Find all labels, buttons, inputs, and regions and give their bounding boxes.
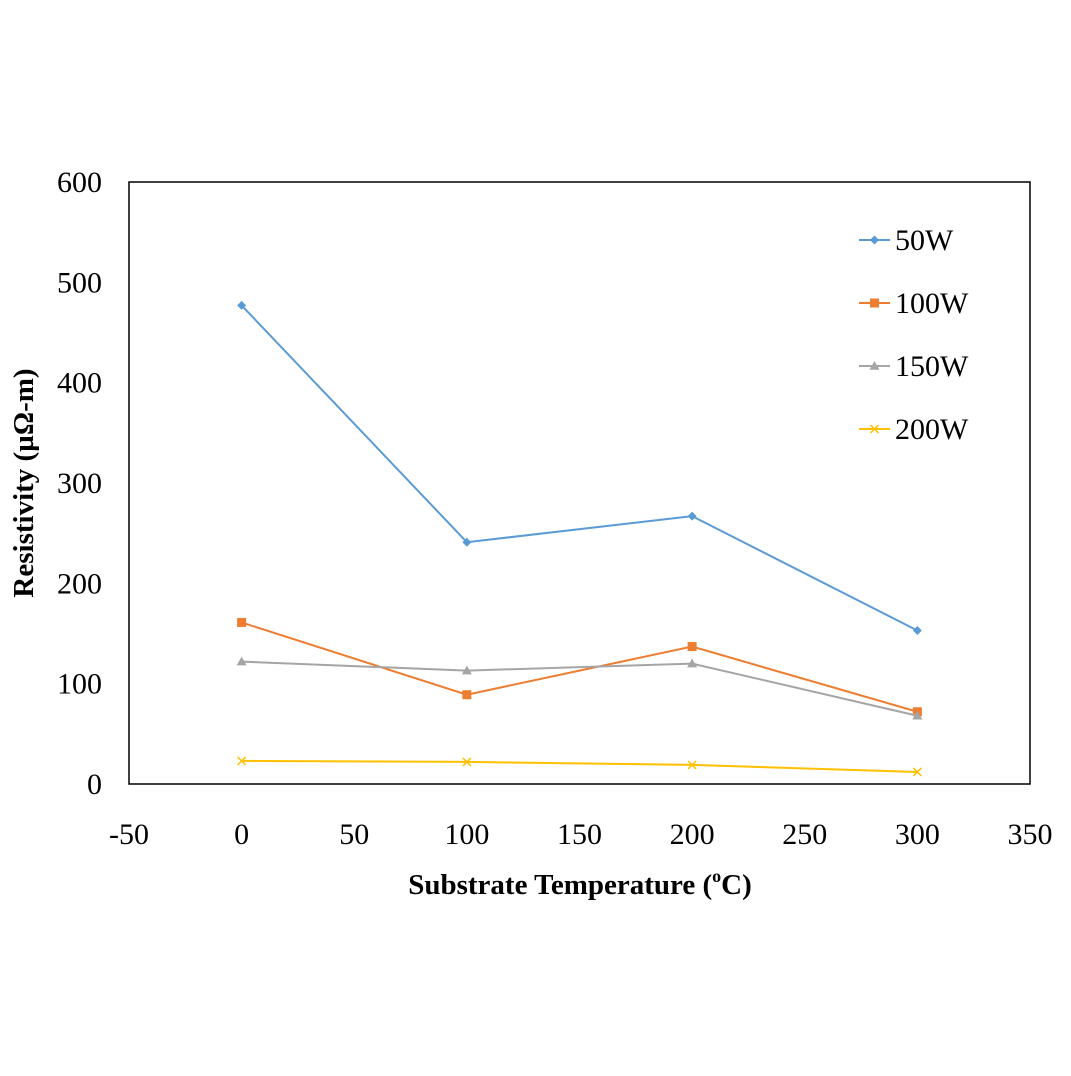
series-200w — [237, 756, 922, 777]
series-layer — [236, 300, 923, 777]
y-axis-title: Resistivity (µΩ-m) — [8, 368, 40, 597]
data-point-50w — [237, 300, 247, 310]
x-tick-label: 50 — [339, 818, 369, 851]
series-150w — [236, 656, 923, 720]
y-axis-ticks: 0 100 200 300 400 500 600 — [57, 166, 102, 801]
series-line-200w — [241, 759, 918, 773]
series-line-50w — [240, 304, 918, 632]
y-tick-label: 300 — [57, 467, 102, 500]
legend-label-150w: 150W — [895, 350, 969, 383]
legend-item-50w: 50W — [859, 224, 954, 257]
y-tick-label: 200 — [57, 567, 102, 600]
data-point-50w — [462, 537, 472, 547]
legend-marker-150w — [869, 361, 880, 370]
data-point-150w — [912, 710, 923, 720]
data-point-200w — [462, 757, 472, 767]
data-point-100w — [462, 690, 472, 700]
x-axis-title: Substrate Temperature (oC) — [408, 866, 752, 901]
data-point-150w — [461, 665, 472, 675]
data-point-200w — [912, 767, 922, 777]
legend-marker-200w — [869, 424, 880, 434]
legend-label-50w: 50W — [895, 224, 954, 257]
x-tick-label: 0 — [234, 818, 249, 851]
legend: 50W 100W 150W 200W — [859, 224, 969, 446]
x-tick-label: 350 — [1008, 818, 1053, 851]
x-tick-label: 300 — [895, 818, 940, 851]
data-point-100w — [687, 642, 697, 652]
legend-item-150w: 150W — [859, 350, 969, 383]
legend-item-200w: 200W — [859, 413, 969, 446]
y-tick-label: 0 — [87, 768, 102, 801]
series-50w — [237, 300, 922, 635]
legend-marker-50w — [870, 235, 879, 245]
x-tick-label: 200 — [670, 818, 715, 851]
data-point-100w — [237, 617, 247, 627]
y-tick-label: 600 — [57, 166, 102, 199]
series-line-100w — [241, 621, 918, 713]
legend-label-200w: 200W — [895, 413, 969, 446]
legend-item-100w: 100W — [859, 287, 969, 320]
legend-marker-100w — [870, 298, 879, 308]
data-point-50w — [912, 625, 922, 635]
plot-area — [128, 181, 1031, 785]
x-tick-label: 250 — [782, 818, 827, 851]
x-tick-label: 150 — [557, 818, 602, 851]
y-tick-label: 500 — [57, 266, 102, 299]
y-tick-label: 400 — [57, 367, 102, 400]
x-axis-ticks: -50 0 50 100 150 200 250 300 350 — [109, 818, 1053, 851]
data-point-200w — [687, 760, 697, 770]
data-point-150w — [687, 658, 698, 668]
data-point-50w — [687, 511, 697, 521]
data-point-150w — [236, 656, 247, 666]
data-point-200w — [237, 756, 247, 766]
legend-label-100w: 100W — [895, 287, 969, 320]
y-tick-label: 100 — [57, 668, 102, 701]
x-tick-label: -50 — [109, 818, 149, 851]
x-tick-label: 100 — [444, 818, 489, 851]
series-line-150w — [241, 660, 918, 717]
